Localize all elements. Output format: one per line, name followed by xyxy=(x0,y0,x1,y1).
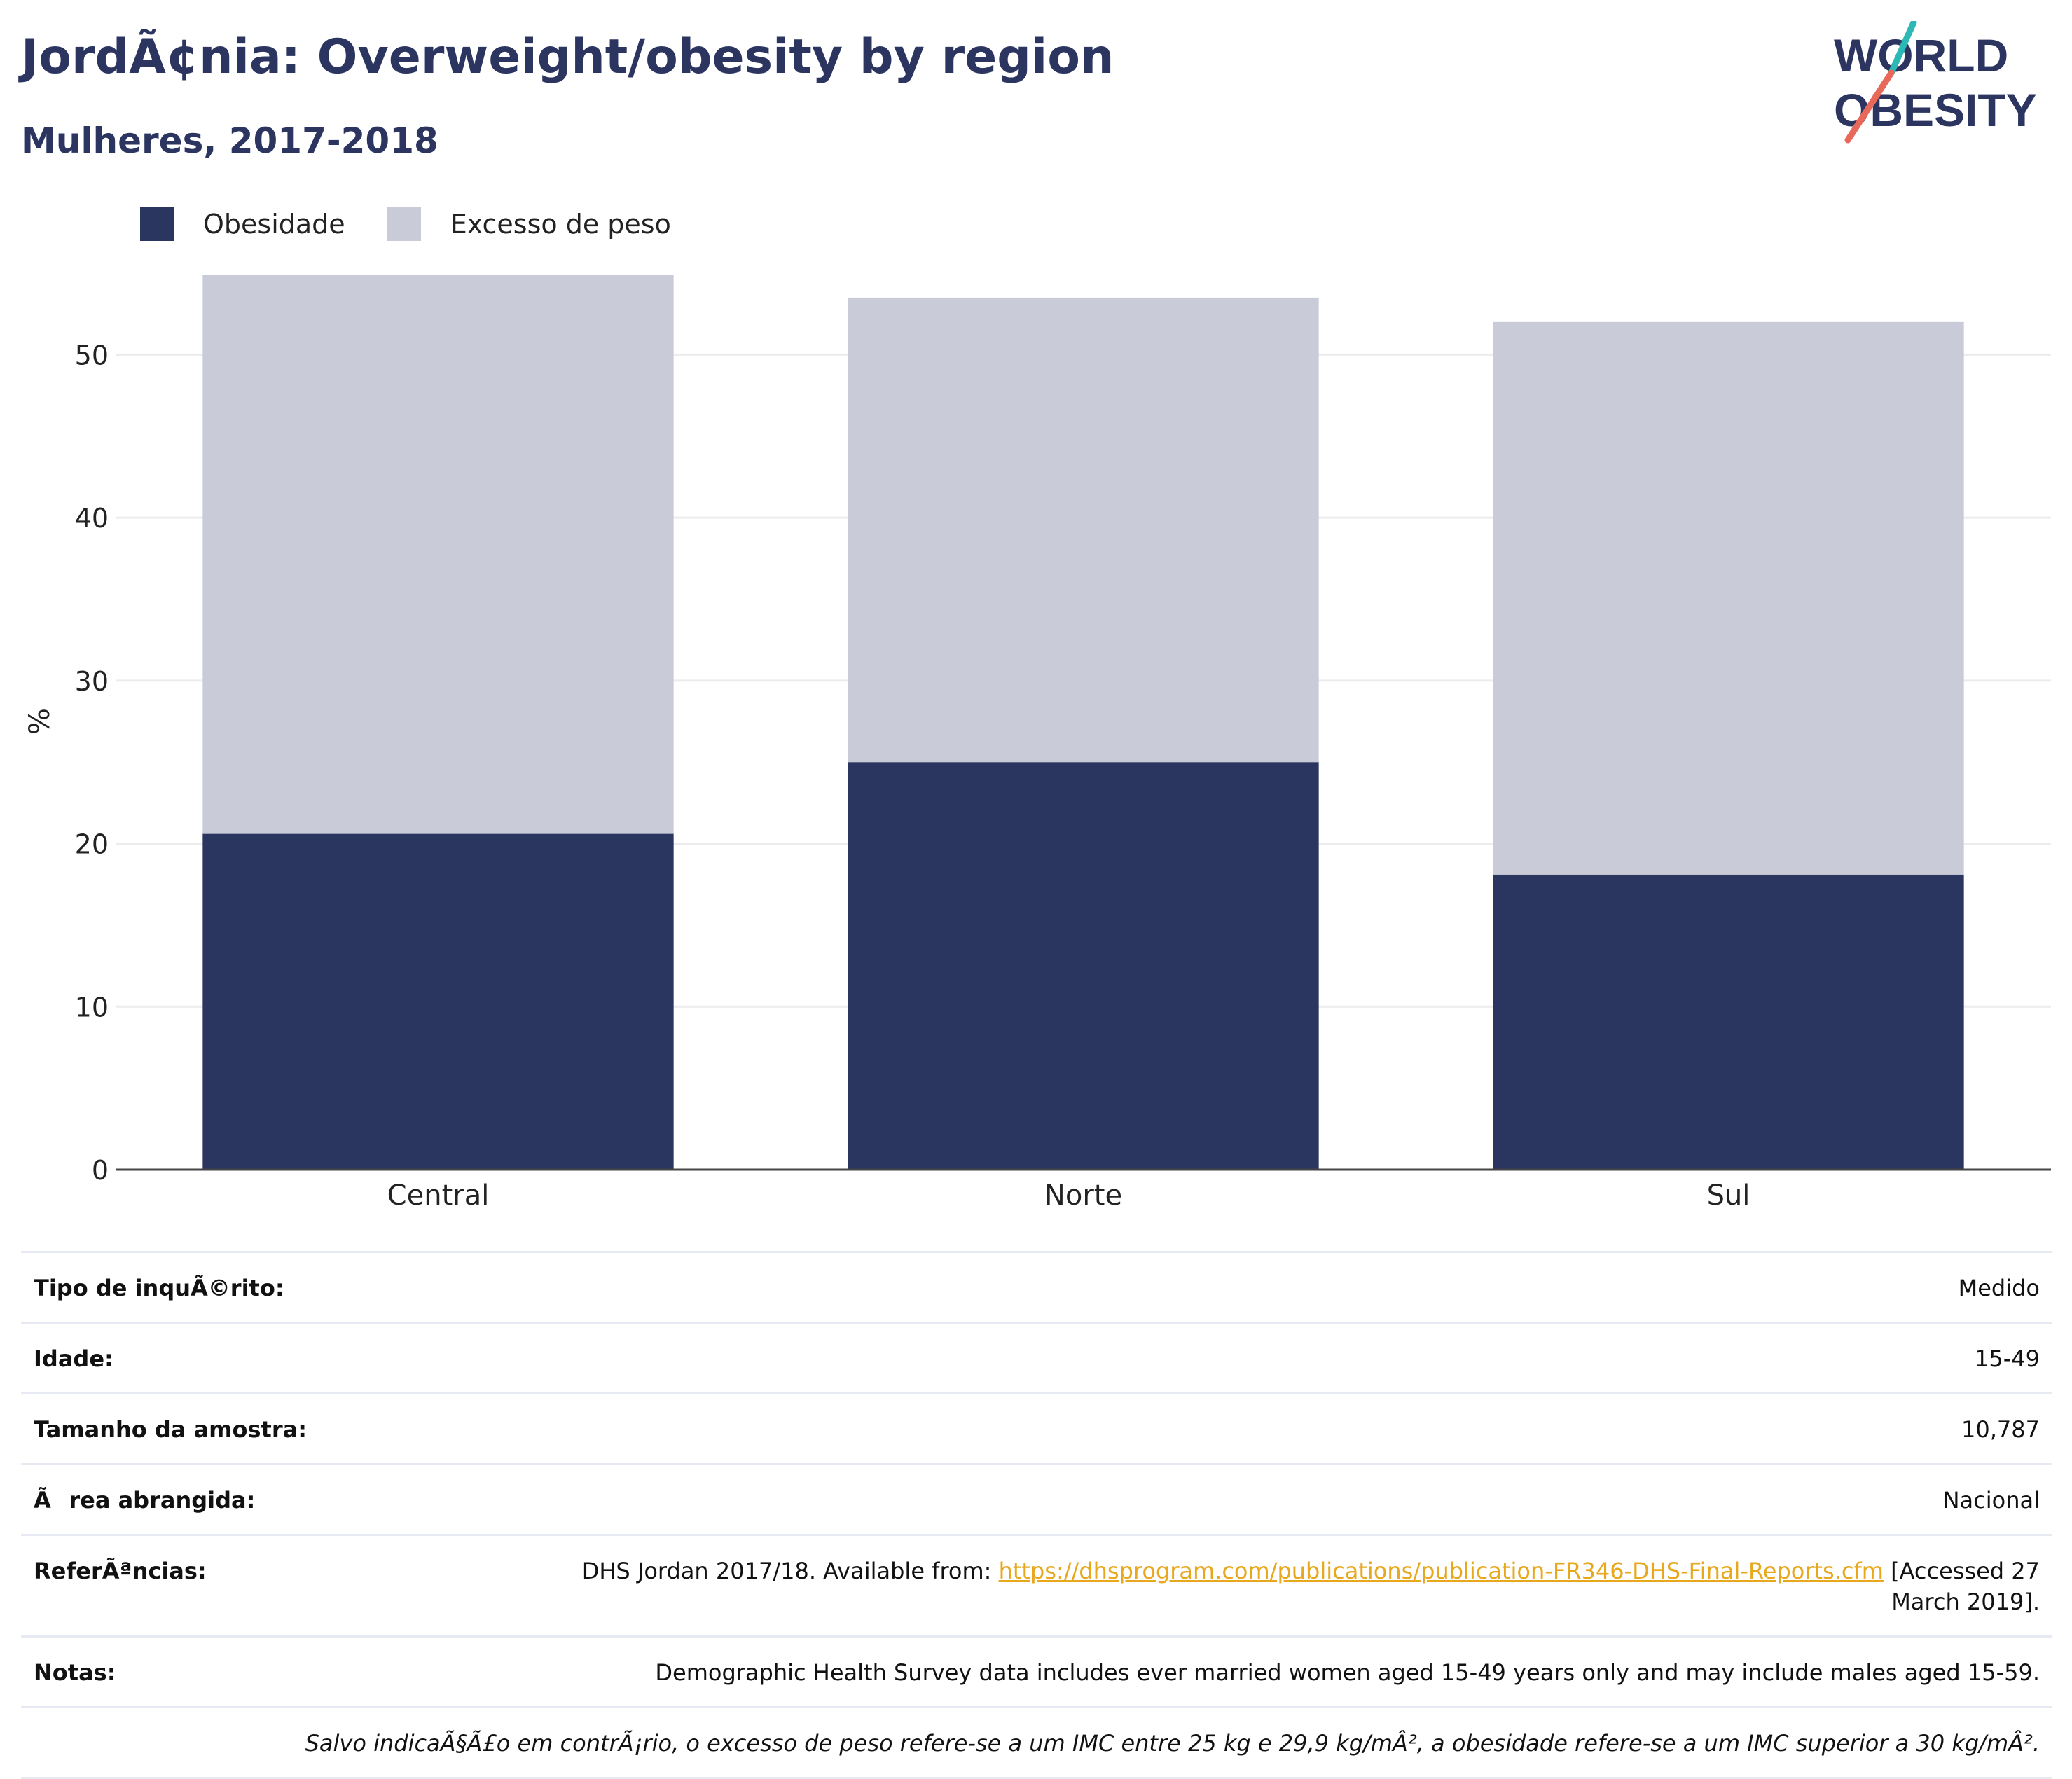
bmi-footnote: Salvo indicaÃ§Ã£o em contrÃ¡rio, o exces… xyxy=(305,1730,2040,1757)
info-label-sample-size: Tamanho da amostra: xyxy=(34,1416,307,1443)
bar-chart: 0 10 20 30 40 50% Central Norte Sul xyxy=(24,275,2051,1212)
bar-obesity xyxy=(202,833,674,1170)
info-row-notes: Notas: Demographic Health Survey data in… xyxy=(21,1638,2052,1708)
world-obesity-logo: WORLD OBESITY xyxy=(1834,21,2037,144)
reference-prefix: DHS Jordan 2017/18. Available from: xyxy=(581,1558,999,1584)
y-tick-label: 40 xyxy=(75,503,109,534)
logo-word-world: WORLD xyxy=(1834,29,2008,81)
x-tick-label: Norte xyxy=(1044,1179,1122,1212)
info-value-notes: Demographic Health Survey data includes … xyxy=(655,1659,2040,1686)
bar-obesity xyxy=(848,762,1319,1170)
info-row-age: Idade: 15-49 xyxy=(21,1324,2052,1394)
y-axis-title: % xyxy=(24,708,56,735)
info-label-age: Idade: xyxy=(34,1345,113,1372)
info-row-references: ReferÃªncias: DHS Jordan 2017/18. Availa… xyxy=(21,1536,2052,1638)
bar-overweight xyxy=(848,297,1319,763)
x-tick-label: Central xyxy=(387,1179,490,1212)
legend-item-obesity[interactable]: Obesidade xyxy=(140,207,345,241)
info-label-references: ReferÃªncias: xyxy=(34,1558,207,1584)
logo-slash-teal xyxy=(1888,21,1917,76)
info-row-footnote: Salvo indicaÃ§Ã£o em contrÃ¡rio, o exces… xyxy=(21,1708,2052,1779)
reference-suffix: [Accessed 27 March 2019]. xyxy=(1883,1558,2040,1615)
info-row-survey-type: Tipo de inquÃ©rito: Medido xyxy=(21,1253,2052,1324)
info-label-survey-type: Tipo de inquÃ©rito: xyxy=(34,1275,284,1301)
info-row-sample-size: Tamanho da amostra: 10,787 xyxy=(21,1394,2052,1465)
y-tick-label: 10 xyxy=(75,992,109,1023)
bar-obesity xyxy=(1493,874,1964,1170)
reference-link[interactable]: https://dhsprogram.com/publications/publ… xyxy=(998,1558,1884,1584)
survey-info-table: Tipo de inquÃ©rito: Medido Idade: 15-49 … xyxy=(21,1251,2052,1779)
info-value-sample-size: 10,787 xyxy=(1961,1416,2040,1443)
y-tick-label: 30 xyxy=(75,666,109,697)
info-value-survey-type: Medido xyxy=(1958,1275,2040,1301)
info-value-references: DHS Jordan 2017/18. Available from: http… xyxy=(569,1556,2040,1617)
logo-slash-coral xyxy=(1844,69,1895,144)
chart-legend: Obesidade Excesso de peso xyxy=(140,207,713,241)
info-value-area: Nacional xyxy=(1942,1487,2040,1514)
y-tick-label: 0 xyxy=(92,1155,109,1186)
chart-subtitle: Mulheres, 2017-2018 xyxy=(21,120,438,161)
legend-swatch-overweight xyxy=(387,207,421,241)
bar-overweight xyxy=(1493,321,1964,875)
y-tick-label: 50 xyxy=(75,340,109,371)
info-row-area: Ãrea abrangida: Nacional xyxy=(21,1465,2052,1536)
x-tick-label: Sul xyxy=(1707,1179,1750,1212)
info-label-notes: Notas: xyxy=(34,1659,116,1686)
info-label-area: Ãrea abrangida: xyxy=(34,1487,256,1514)
legend-item-overweight[interactable]: Excesso de peso xyxy=(387,207,671,241)
info-value-age: 15-49 xyxy=(1975,1345,2040,1372)
legend-label-overweight: Excesso de peso xyxy=(450,209,671,240)
legend-swatch-obesity xyxy=(140,207,174,241)
chart-title: JordÃ¢nia: Overweight/obesity by region xyxy=(21,29,1114,85)
y-tick-label: 20 xyxy=(75,829,109,860)
legend-label-obesity: Obesidade xyxy=(203,209,345,240)
bar-overweight xyxy=(202,275,674,834)
